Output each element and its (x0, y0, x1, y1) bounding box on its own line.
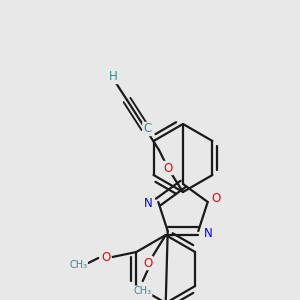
Text: O: O (211, 193, 220, 206)
Text: CH₃: CH₃ (69, 260, 87, 270)
Text: H: H (109, 70, 117, 83)
Text: N: N (204, 226, 213, 239)
Text: O: O (102, 250, 111, 263)
Text: CH₃: CH₃ (134, 286, 152, 296)
Text: O: O (164, 161, 172, 175)
Text: O: O (143, 256, 152, 269)
Text: N: N (144, 197, 153, 211)
Text: C: C (143, 122, 151, 136)
